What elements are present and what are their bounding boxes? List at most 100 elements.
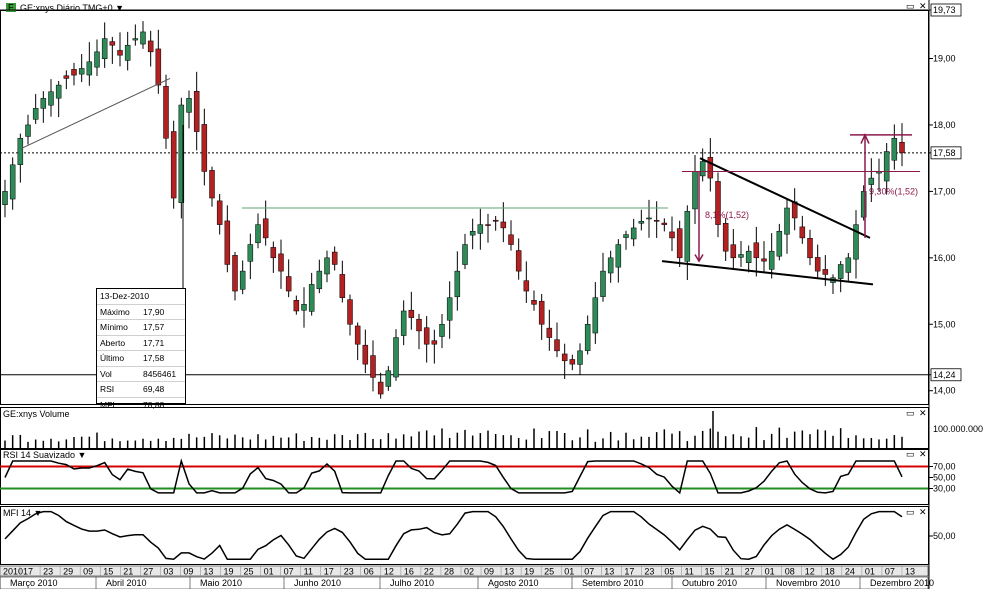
candle-body [25,124,31,137]
candle-body [17,137,24,165]
candle-body [339,274,346,298]
candle-body [646,217,652,220]
month-label: Junho 2010 [294,578,341,588]
main-maximize-icon[interactable]: ▭ [906,1,915,11]
main-close-icon[interactable]: ✕ [919,1,927,11]
info-row: Último 17,58 [97,350,185,366]
y-tick-label: 19,73 [933,5,956,15]
candle-body [561,353,568,362]
candle-body [684,211,691,262]
y-tick-label: 18,00 [933,120,956,130]
day-label: 02 [464,567,474,577]
day-label: 13 [604,567,614,577]
candle-body [554,339,560,352]
day-label: 07 [584,567,594,577]
candle-body [538,300,545,325]
day-label: 15 [103,567,113,577]
candle-body [883,151,890,182]
candle-body [669,231,675,239]
candle-body [607,257,614,274]
candle-body [354,325,361,345]
info-value: 17,58 [143,353,165,364]
mfi-panel-title: MFI 14 ▼ [3,508,42,518]
candle-body [477,224,484,234]
day-label: 27 [143,567,153,577]
candle-body [262,218,269,239]
day-label: 03 [163,567,173,577]
day-label: 23 [43,567,53,577]
day-label: 19 [524,567,534,577]
month-label: Abril 2010 [106,578,147,588]
candle-body [117,50,123,56]
candle-body [163,86,169,139]
day-label: 2010 [3,567,23,577]
candle-body [523,280,530,292]
measure-arrowhead-1 [694,254,704,263]
candle-body [814,257,821,272]
day-label: 17 [23,567,33,577]
rsi-tick-label: 30,00 [933,484,956,494]
info-key: Mínimo [100,322,128,333]
candle-body [400,310,407,336]
candle-body [316,270,323,290]
mfi-maximize-icon[interactable]: ▭ [906,507,915,517]
day-label: 17 [324,567,334,577]
date-axis-months [0,576,929,589]
day-label: 11 [684,567,693,577]
info-value: 69,48 [143,384,165,395]
rsi-maximize-icon[interactable]: ▭ [906,449,915,459]
candle-body [377,381,384,395]
candle-body [48,91,54,106]
candle-body [270,247,277,259]
day-label: 23 [344,567,354,577]
info-value: 17,57 [143,322,165,333]
day-label: 09 [83,567,93,577]
candle-body [584,324,591,351]
day-label: 09 [183,567,193,577]
day-label: 22 [424,567,434,577]
day-label: 23 [644,567,654,577]
rsi-close-icon[interactable]: ✕ [919,449,927,459]
rsi-tick-label: 50,00 [933,473,956,483]
info-row: Mínimo 17,57 [97,319,185,335]
candle-body [860,191,867,218]
candle-body [178,104,185,203]
candle-body [55,84,62,99]
candle-body [78,68,85,75]
info-value: 8456461 [143,368,177,379]
y-tick-box [930,146,962,160]
info-row: MFI 78,88 [97,396,185,413]
candle-body [101,38,108,60]
candle-body [193,90,200,132]
candle-body [569,359,576,365]
day-label: 01 [264,567,274,577]
volume-maximize-icon[interactable]: ▭ [906,408,915,418]
mfi-close-icon[interactable]: ✕ [919,507,927,517]
month-label: Novembro 2010 [776,578,840,588]
volume-close-icon[interactable]: ✕ [919,408,927,418]
rsi-line [4,458,903,495]
candle-body [155,48,162,86]
info-key: Vol [100,368,112,379]
candle-body [278,253,284,272]
y-tick-label: 19,00 [933,54,956,64]
candle-body [837,264,844,279]
month-label: Dezembro 2010 [870,578,934,588]
candle-body [255,224,261,244]
day-label: 18 [825,567,835,577]
day-label: 13 [203,567,213,577]
day-label: 25 [244,567,254,577]
candle-body [845,257,852,273]
candle-body [201,124,208,172]
candle-body [347,299,353,325]
candle-body [393,337,399,378]
candle-body [715,181,721,225]
info-key: Máximo [100,306,130,317]
candle-body [94,51,100,68]
candle-body [301,304,307,311]
day-label: 13 [504,567,514,577]
candle-body [492,219,499,222]
candle-body [239,270,246,290]
app-logo-icon [6,3,16,12]
candle-body [385,370,392,387]
